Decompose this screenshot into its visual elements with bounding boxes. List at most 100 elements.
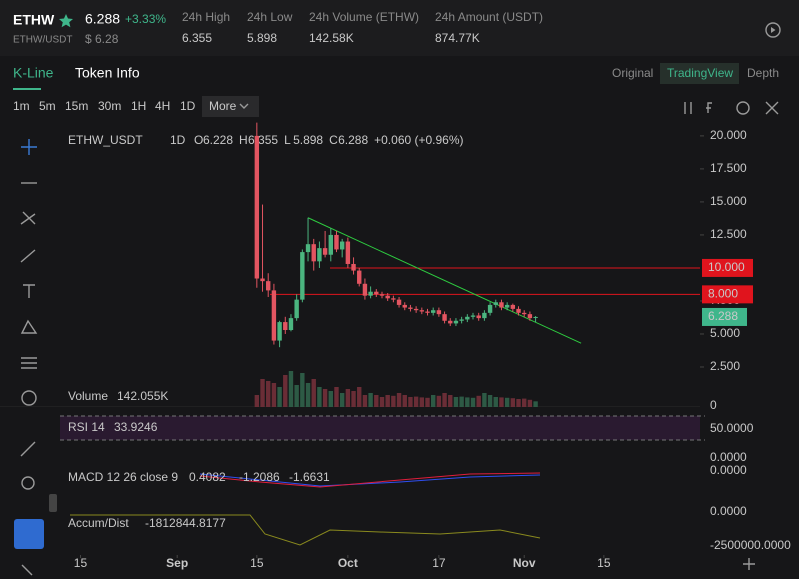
y-tick-label: 17.500	[710, 161, 747, 175]
volume-bar	[465, 397, 470, 407]
legend-value: 6.288	[338, 133, 368, 147]
volume-bar	[345, 389, 351, 407]
candle-body	[317, 248, 322, 262]
play-icon[interactable]	[765, 22, 781, 38]
interval[interactable]: 1H	[131, 99, 146, 113]
candle-body	[413, 308, 419, 311]
candle-body	[493, 302, 498, 305]
volume-bar	[277, 387, 282, 407]
candle-body	[516, 308, 521, 313]
last-price-bg	[702, 307, 747, 326]
settings-icon[interactable]	[743, 558, 755, 570]
interval[interactable]: 4H	[155, 99, 170, 113]
candle-body	[254, 135, 260, 279]
volume-bar	[499, 397, 504, 407]
volume-bar	[413, 396, 419, 407]
x-tick-label: 17	[432, 556, 446, 570]
macd-value: 0.4082	[189, 470, 226, 484]
candle-body	[305, 244, 311, 253]
candle-body	[328, 234, 333, 255]
volume-bar	[311, 379, 316, 407]
y-tick-label: 2.500	[710, 359, 740, 373]
volume-bar	[396, 393, 402, 407]
candle-body	[266, 281, 271, 291]
view[interactable]: Depth	[747, 66, 779, 80]
stat-value: 874.77K	[435, 31, 480, 45]
x-tick-label: 15	[250, 556, 264, 570]
volume-bar	[260, 379, 265, 407]
legend-interval: 1D	[170, 133, 186, 147]
rsi-tick: 50.0000	[710, 421, 754, 435]
volume-bar	[419, 397, 425, 407]
volume-bar	[402, 395, 407, 407]
stat-label: 24h High	[182, 10, 230, 24]
volume-bar	[533, 401, 538, 407]
stat-value: 142.58K	[309, 31, 354, 45]
view[interactable]: TradingView	[667, 66, 733, 80]
last-price-label: 6.288	[708, 309, 738, 323]
macd-value: -1.6631	[289, 470, 330, 484]
tab[interactable]: Token Info	[75, 65, 140, 81]
volume-bar	[385, 395, 390, 407]
volume-bar	[357, 387, 362, 407]
volume-bar	[379, 397, 385, 407]
volume-bar	[300, 373, 305, 407]
volume-label: Volume	[68, 389, 108, 403]
favorite-star[interactable]	[58, 14, 73, 28]
interval[interactable]: 30m	[98, 99, 121, 113]
volume-bar	[430, 395, 436, 407]
volume-bar	[510, 398, 516, 407]
candle-body	[368, 291, 373, 296]
interval[interactable]: More	[209, 99, 237, 113]
volume-bar	[266, 381, 271, 407]
volume-bar	[322, 389, 328, 407]
candle-body	[430, 310, 436, 313]
legend-symbol: ETHW_USDT	[68, 133, 143, 147]
interval[interactable]: 5m	[39, 99, 56, 113]
accum-value: -1812844.8177	[145, 516, 226, 530]
volume-bar	[522, 398, 527, 407]
macd-tick: 0.0000	[710, 504, 747, 518]
macd-value: -1.2086	[239, 470, 280, 484]
candle-body	[362, 283, 368, 296]
volume-bar	[482, 393, 487, 407]
legend-key: H	[239, 133, 248, 147]
accum-line	[70, 514, 541, 546]
volume-bar	[516, 399, 521, 407]
legend-key: C	[329, 133, 338, 147]
legend-value: 6.228	[203, 133, 233, 147]
volume-bar	[470, 397, 476, 407]
change: +3.33%	[125, 12, 166, 26]
candle-body	[300, 252, 305, 300]
candle-body	[345, 241, 351, 264]
tab[interactable]: K-Line	[13, 65, 54, 81]
volume-bar	[425, 397, 430, 407]
view[interactable]: Original	[612, 66, 653, 80]
y-tick-label: 15.000	[710, 194, 747, 208]
play-glyph	[771, 27, 776, 33]
volume-bar	[283, 375, 288, 407]
header-bar	[0, 0, 799, 56]
volume-bar	[334, 387, 339, 407]
candle-body	[436, 310, 442, 315]
x-tick-label: Sep	[166, 556, 188, 570]
stat-label: 24h Low	[247, 10, 293, 24]
candle-body	[396, 299, 402, 305]
volume-bar	[459, 396, 464, 407]
volume-bar	[254, 395, 260, 407]
y-tick-label: 20.000	[710, 128, 747, 142]
volume-value: 142.055K	[117, 389, 168, 403]
candle-body	[487, 304, 493, 313]
rsi-label: RSI 14	[68, 420, 105, 434]
interval[interactable]: 1m	[13, 99, 30, 113]
interval[interactable]: 1D	[180, 99, 196, 113]
volume-tick: 0	[710, 398, 717, 412]
volume-bar	[351, 391, 356, 407]
more-caret	[239, 103, 249, 109]
stat-value: 6.355	[182, 31, 212, 45]
price: 6.288	[85, 11, 120, 27]
interval[interactable]: 15m	[65, 99, 88, 113]
